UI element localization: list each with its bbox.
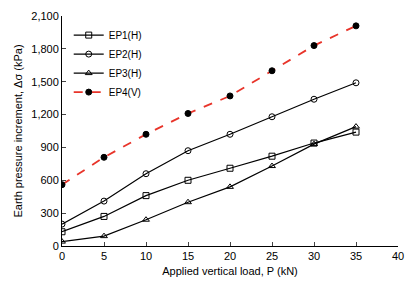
svg-text:40: 40 bbox=[392, 250, 404, 262]
svg-text:Applied vertical load, P (kN): Applied vertical load, P (kN) bbox=[162, 265, 298, 277]
svg-text:300: 300 bbox=[40, 207, 58, 219]
svg-text:25: 25 bbox=[266, 250, 278, 262]
svg-text:EP2(H): EP2(H) bbox=[109, 49, 142, 60]
svg-text:EP1(H): EP1(H) bbox=[109, 30, 142, 41]
svg-text:900: 900 bbox=[40, 141, 58, 153]
svg-text:35: 35 bbox=[350, 250, 362, 262]
svg-text:1,500: 1,500 bbox=[31, 76, 59, 88]
svg-text:20: 20 bbox=[224, 250, 236, 262]
svg-text:15: 15 bbox=[182, 250, 194, 262]
svg-text:10: 10 bbox=[140, 250, 152, 262]
svg-text:5: 5 bbox=[101, 250, 107, 262]
svg-text:1,200: 1,200 bbox=[31, 108, 59, 120]
svg-text:EP3(H): EP3(H) bbox=[109, 68, 142, 79]
svg-text:30: 30 bbox=[308, 250, 320, 262]
svg-text:2,100: 2,100 bbox=[31, 10, 59, 22]
svg-text:600: 600 bbox=[40, 174, 58, 186]
svg-text:Earth pressure increment, Δσ (: Earth pressure increment, Δσ (kPa) bbox=[12, 44, 24, 217]
svg-text:0: 0 bbox=[53, 240, 59, 252]
svg-text:EP4(V): EP4(V) bbox=[109, 87, 141, 98]
svg-text:0: 0 bbox=[59, 250, 65, 262]
svg-text:1,800: 1,800 bbox=[31, 43, 59, 55]
